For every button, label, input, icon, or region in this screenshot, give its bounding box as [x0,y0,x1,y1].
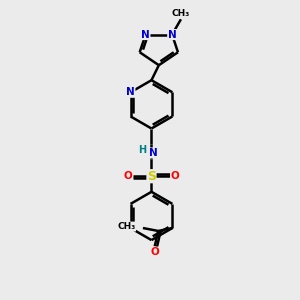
Text: H: H [138,145,146,155]
Text: CH₃: CH₃ [172,10,190,19]
Text: CH₃: CH₃ [117,222,136,231]
Text: O: O [150,247,159,257]
Text: O: O [124,171,132,181]
Text: N: N [148,148,157,158]
Text: N: N [126,87,135,97]
Text: O: O [171,171,179,181]
Text: N: N [141,30,150,40]
Text: S: S [147,170,156,183]
Text: N: N [168,30,176,40]
